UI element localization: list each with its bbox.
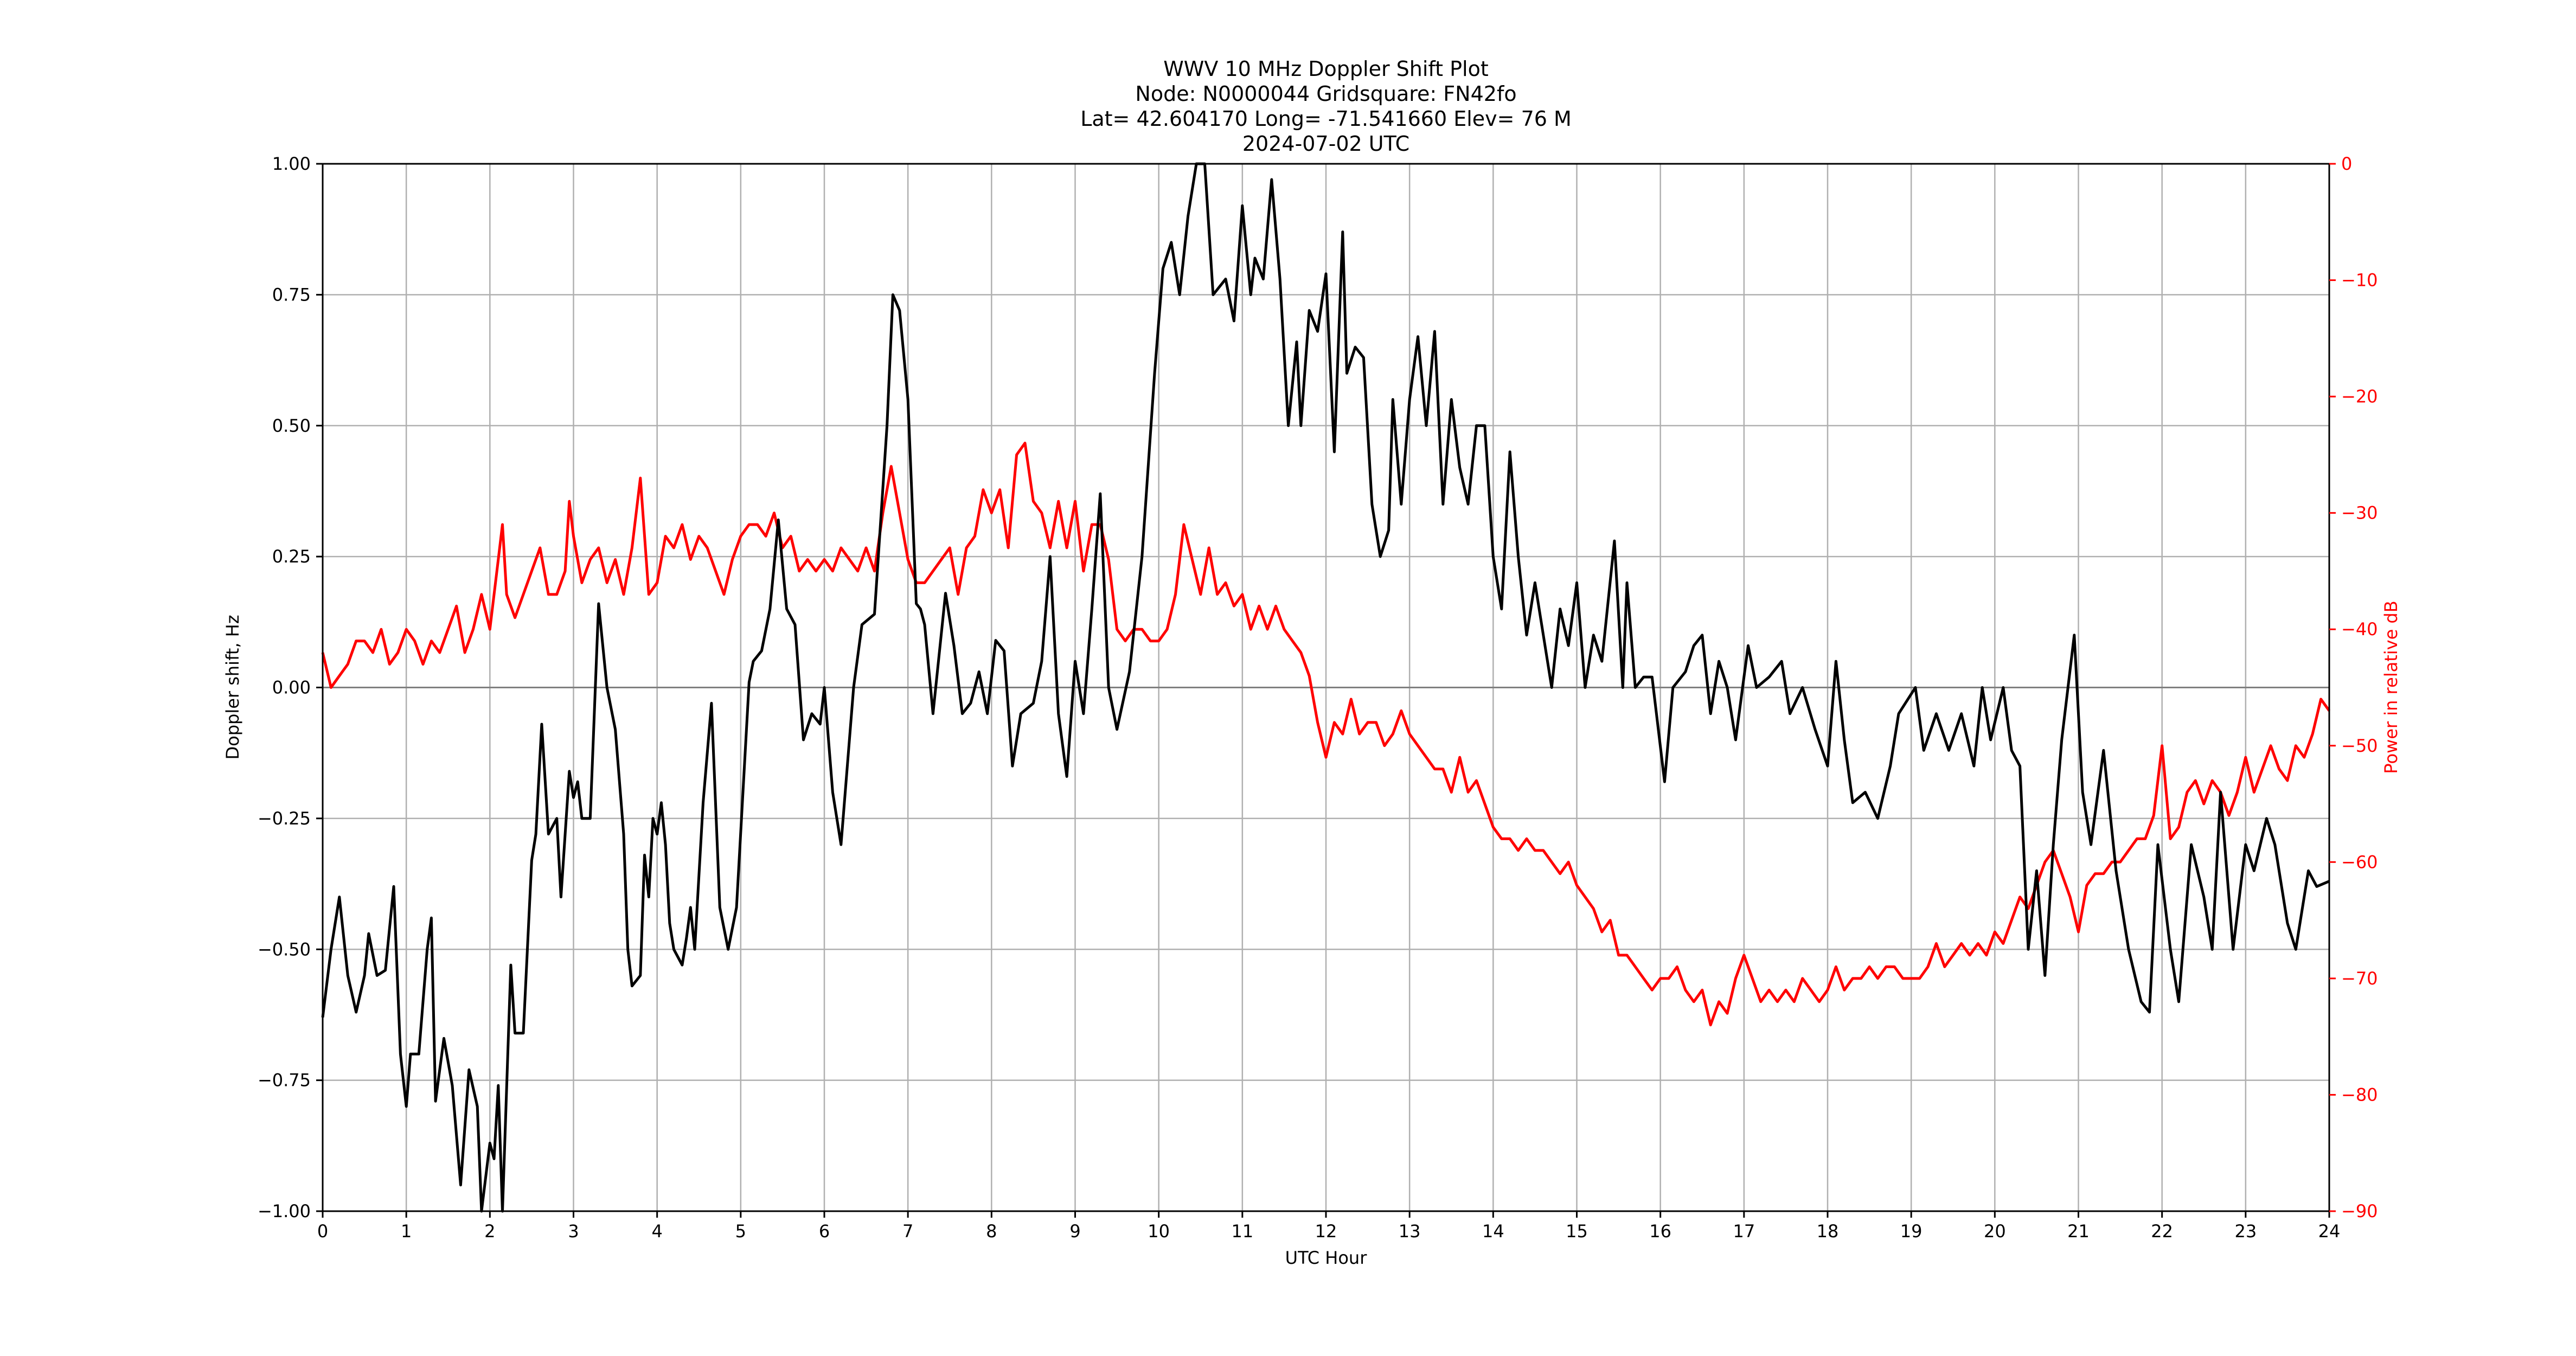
doppler-series-line xyxy=(321,162,2330,1213)
title-line-3: Lat= 42.604170 Long= -71.541660 Elev= 76… xyxy=(1080,107,1572,131)
x-tick-label: 4 xyxy=(651,1221,662,1242)
y-left-tick-label: 0.50 xyxy=(272,415,311,436)
y-right-tick-label: −40 xyxy=(2341,619,2378,639)
x-tick-label: 17 xyxy=(1733,1221,1755,1242)
series-group xyxy=(321,162,2331,1213)
x-tick-label: 12 xyxy=(1315,1221,1337,1242)
y-right-tick-label: −20 xyxy=(2341,386,2378,407)
y-right-tick-label: −60 xyxy=(2341,852,2378,872)
y-left-tick-label: −0.75 xyxy=(258,1070,311,1091)
x-axis-label: UTC Hour xyxy=(1285,1248,1368,1268)
x-tick-label: 16 xyxy=(1649,1221,1671,1242)
chart-title: WWV 10 MHz Doppler Shift Plot Node: N000… xyxy=(1080,57,1572,156)
y-left-tick-label: 0.00 xyxy=(272,677,311,698)
y-right-tick-label: −10 xyxy=(2341,270,2378,291)
x-tick-label: 2 xyxy=(484,1221,495,1242)
x-tick-label: 9 xyxy=(1069,1221,1080,1242)
title-line-2: Node: N0000044 Gridsquare: FN42fo xyxy=(1135,82,1516,106)
y-left-tick-label: 1.00 xyxy=(272,153,311,174)
title-line-1: WWV 10 MHz Doppler Shift Plot xyxy=(1163,57,1489,81)
title-line-4: 2024-07-02 UTC xyxy=(1242,132,1409,156)
y-right-tick-label: −50 xyxy=(2341,735,2378,756)
x-tick-label: 21 xyxy=(2067,1221,2090,1242)
y-right-tick-label: −30 xyxy=(2341,503,2378,523)
power-series-line xyxy=(321,442,2331,1027)
x-tick-label: 3 xyxy=(568,1221,579,1242)
y-right-tick-label: 0 xyxy=(2341,153,2352,174)
x-tick-label: 20 xyxy=(1984,1221,2006,1242)
y-axis-label-right: Power in relative dB xyxy=(2381,600,2401,773)
y-right-tick-label: −90 xyxy=(2341,1201,2378,1221)
x-tick-label: 5 xyxy=(735,1221,746,1242)
x-tick-label: 19 xyxy=(1900,1221,1923,1242)
x-tick-label: 15 xyxy=(1566,1221,1588,1242)
x-tick-label: 8 xyxy=(986,1221,997,1242)
x-tick-label: 1 xyxy=(401,1221,412,1242)
y-left-tick-label: −0.25 xyxy=(258,808,311,829)
x-tick-label: 0 xyxy=(317,1221,328,1242)
y-left-tick-label: 0.75 xyxy=(272,284,311,305)
x-tick-label: 22 xyxy=(2151,1221,2173,1242)
x-tick-label: 7 xyxy=(902,1221,913,1242)
y-left-tick-label: −1.00 xyxy=(258,1201,311,1221)
y-right-tick-label: −70 xyxy=(2341,968,2378,989)
x-tick-label: 6 xyxy=(819,1221,830,1242)
y-left-tick-label: −0.50 xyxy=(258,939,311,960)
x-tick-label: 18 xyxy=(1817,1221,1839,1242)
ticks-group: 0 1 2 3 4 5 6 7 8 9 10 11 12 13 14 15 16 17 18 19 20 21 22 23 24… xyxy=(258,153,2378,1242)
x-tick-label: 24 xyxy=(2318,1221,2341,1242)
x-tick-label: 23 xyxy=(2234,1221,2257,1242)
y-left-tick-label: 0.25 xyxy=(272,546,311,567)
y-right-tick-label: −80 xyxy=(2341,1084,2378,1105)
x-tick-label: 11 xyxy=(1231,1221,1253,1242)
x-tick-label: 13 xyxy=(1399,1221,1421,1242)
x-tick-label: 14 xyxy=(1482,1221,1504,1242)
y-axis-label-left: Doppler shift, Hz xyxy=(222,615,243,759)
x-tick-label: 10 xyxy=(1148,1221,1170,1242)
